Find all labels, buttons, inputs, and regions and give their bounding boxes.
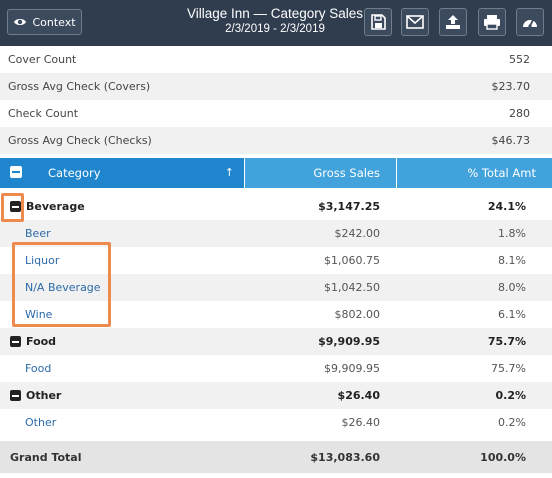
category-link[interactable]: Other <box>25 416 57 429</box>
table-row: Liquor $1,060.75 8.1% <box>0 247 552 274</box>
summary-value: 552 <box>509 53 530 66</box>
table-row: N/A Beverage $1,042.50 8.0% <box>0 274 552 301</box>
pct-value: 0.2% <box>498 416 526 429</box>
summary-label: Cover Count <box>8 53 77 66</box>
save-icon <box>371 14 386 30</box>
context-button[interactable]: Context <box>7 9 82 35</box>
pct-value: 0.2% <box>495 389 526 402</box>
group-row-other: Other $26.40 0.2% <box>0 382 552 409</box>
summary-row: Check Count 280 <box>0 100 552 127</box>
gross-value: $26.40 <box>337 389 380 402</box>
gross-value: $9,909.95 <box>318 335 380 348</box>
sort-ascending-icon[interactable]: ↑ <box>224 166 234 179</box>
gross-value: $9,909.95 <box>324 362 380 375</box>
print-icon <box>484 15 500 30</box>
pct-value: 6.1% <box>498 308 526 321</box>
group-row-food: Food $9,909.95 75.7% <box>0 328 552 355</box>
eye-icon <box>14 19 27 25</box>
page-title: Village Inn — Category Sales <box>186 6 364 21</box>
pct-header-label: % Total Amt <box>467 166 536 180</box>
category-link[interactable]: Food <box>25 362 52 375</box>
summary-row: Cover Count 552 <box>0 46 552 73</box>
date-range: 2/3/2019 - 2/3/2019 <box>225 23 325 35</box>
grand-total-gross: $13,083.60 <box>310 450 380 464</box>
gross-value: $3,147.25 <box>318 200 380 213</box>
title-block: Village Inn — Category Sales 2/3/2019 - … <box>160 5 390 36</box>
group-label: Beverage <box>26 200 85 213</box>
pct-value: 1.8% <box>498 227 526 240</box>
gross-value: $802.00 <box>334 308 381 321</box>
group-label: Other <box>26 389 62 402</box>
category-link[interactable]: N/A Beverage <box>25 281 101 294</box>
save-button[interactable] <box>364 8 392 36</box>
gross-header-label: Gross Sales <box>313 166 380 180</box>
pct-value: 75.7% <box>491 362 526 375</box>
category-link[interactable]: Wine <box>25 308 53 321</box>
group-label: Food <box>26 335 57 348</box>
summary-value: $23.70 <box>491 80 531 93</box>
table-row: Other $26.40 0.2% <box>0 409 552 436</box>
summary-value: $46.73 <box>491 134 531 147</box>
collapse-toggle-icon[interactable] <box>10 390 21 401</box>
print-button[interactable] <box>478 8 506 36</box>
category-link[interactable]: Liquor <box>25 254 60 267</box>
summary-label: Gross Avg Check (Covers) <box>8 80 151 93</box>
table-row: Wine $802.00 6.1% <box>0 301 552 328</box>
category-header-label: Category <box>48 166 101 180</box>
dashboard-icon <box>523 19 537 28</box>
gross-value: $1,060.75 <box>324 254 380 267</box>
category-column-header[interactable]: Category ↑ <box>0 158 244 188</box>
gross-value: $242.00 <box>334 227 381 240</box>
context-label: Context <box>32 15 76 29</box>
summary-row: Gross Avg Check (Checks) $46.73 <box>0 127 552 154</box>
table-row: Food $9,909.95 75.7% <box>0 355 552 382</box>
summary-row: Gross Avg Check (Covers) $23.70 <box>0 73 552 100</box>
table-row: Beer $242.00 1.8% <box>0 220 552 247</box>
collapse-toggle-icon[interactable] <box>10 336 21 347</box>
summary-label: Gross Avg Check (Checks) <box>8 134 152 147</box>
gross-sales-column-header[interactable]: Gross Sales <box>244 158 396 188</box>
category-link[interactable]: Beer <box>25 227 51 240</box>
group-row-beverage: Beverage $3,147.25 24.1% <box>0 193 552 220</box>
export-button[interactable] <box>439 8 467 36</box>
pct-value: 75.7% <box>487 335 526 348</box>
grand-total-label: Grand Total <box>10 450 82 464</box>
pct-total-column-header[interactable]: % Total Amt <box>396 158 552 188</box>
dashboard-button[interactable] <box>516 8 544 36</box>
report-header: Context Village Inn — Category Sales 2/3… <box>0 0 552 46</box>
email-button[interactable] <box>401 8 429 36</box>
grand-total-pct: 100.0% <box>480 450 526 464</box>
grand-total-row: Grand Total $13,083.60 100.0% <box>0 441 552 473</box>
table-header: Category ↑ Gross Sales % Total Amt <box>0 158 552 188</box>
email-icon <box>406 15 424 29</box>
export-icon <box>446 15 460 29</box>
summary-label: Check Count <box>8 107 79 120</box>
gross-value: $26.40 <box>341 416 381 429</box>
pct-value: 8.1% <box>498 254 526 267</box>
summary-value: 280 <box>509 107 530 120</box>
gross-value: $1,042.50 <box>324 281 380 294</box>
collapse-all-icon[interactable] <box>10 166 22 178</box>
collapse-toggle-icon[interactable] <box>10 201 21 212</box>
pct-value: 24.1% <box>487 200 526 213</box>
pct-value: 8.0% <box>498 281 526 294</box>
